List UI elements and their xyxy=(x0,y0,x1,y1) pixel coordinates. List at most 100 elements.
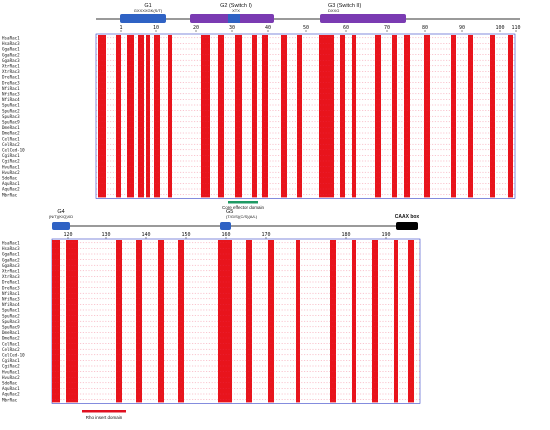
conserved-column xyxy=(218,240,232,403)
sequence-name: NfiRac4 xyxy=(2,97,20,102)
caax-label: CAAX box xyxy=(395,214,420,220)
rho-insert-bar xyxy=(82,410,126,413)
top-motif-track: G1 GXXXXGK(S/T) G2 (Switch I) XTX G3 (Sw… xyxy=(96,3,520,23)
sequence-name: HvuRac2 xyxy=(2,170,20,175)
sequence-name: CelRac1 xyxy=(2,341,20,346)
sequence-name: SdoRac xyxy=(2,175,18,180)
sequence-name: CgiRac2 xyxy=(2,364,20,369)
bottom-motif-track: G4 (N/T)(K/Q)XD G5 (T/G/S)(C/S)(A/L) CAA… xyxy=(49,209,420,230)
sequence-name: CelRac2 xyxy=(2,347,20,352)
g4-label: G4 xyxy=(57,209,64,215)
conserved-column xyxy=(451,35,456,198)
sequence-name: AquRac1 xyxy=(2,181,20,186)
sequence-name: HsaRac3 xyxy=(2,246,20,251)
sequence-name: HvuRac2 xyxy=(2,375,20,380)
sequence-name: NfiRac1 xyxy=(2,86,20,91)
sequence-name: CelCed-10 xyxy=(2,147,25,152)
sequence-name: SpuRac3 xyxy=(2,319,20,324)
sequence-name: CgiRac2 xyxy=(2,159,20,164)
sequence-name: DreRac3 xyxy=(2,285,20,290)
g2-label: G2 (Switch I) xyxy=(220,3,252,9)
position-number: 180 xyxy=(341,232,350,238)
sequence-name: CelRac2 xyxy=(2,142,20,147)
position-number: 170 xyxy=(261,232,270,238)
sequence-name: MbrRac xyxy=(2,192,18,197)
position-number: 20 xyxy=(193,25,199,31)
sequence-name: DmeRac2 xyxy=(2,131,20,136)
sequence-name: HsaRac1 xyxy=(2,35,20,40)
bottom-numbering: 120 130 140 150 160 170 180 190 xyxy=(63,232,391,239)
caax-box xyxy=(396,222,418,230)
conserved-column xyxy=(392,35,397,198)
position-number: 130 xyxy=(101,232,110,238)
sequence-name: GgaRac1 xyxy=(2,47,20,52)
g2-detail: XTX xyxy=(232,8,240,13)
position-number: 150 xyxy=(181,232,190,238)
sequence-name: SdoRac xyxy=(2,380,18,385)
position-number: 90 xyxy=(459,25,465,31)
sequence-name: XtrRac1 xyxy=(2,63,20,68)
position-number: 190 xyxy=(381,232,390,238)
sequence-name: SpuRac9 xyxy=(2,119,20,124)
sequence-name: DmeRac2 xyxy=(2,336,20,341)
top-numbering: 1 10 20 30 40 50 60 70 80 90 100 110 xyxy=(119,25,521,32)
position-number: 30 xyxy=(229,25,235,31)
core-effector-bar xyxy=(228,201,258,204)
sequence-name: NfiRac3 xyxy=(2,296,20,301)
conserved-column xyxy=(154,35,160,198)
sequence-name: GgaRac1 xyxy=(2,252,20,257)
top-sequence-names: HsaRac1HsaRac3GgaRac1GgaRac2GgaRac3XtrRa… xyxy=(2,35,25,197)
sequence-name: AquRac1 xyxy=(2,386,20,391)
rho-insert-label: Rho insert domain xyxy=(86,415,123,420)
conserved-column xyxy=(235,35,242,198)
sequence-name: HvuRac1 xyxy=(2,164,20,169)
sequence-name: CgiRac1 xyxy=(2,153,20,158)
g2-motif-box xyxy=(228,14,240,23)
switch2-motif-box xyxy=(320,14,406,23)
sequence-name: GgaRac2 xyxy=(2,52,20,57)
conserved-column xyxy=(158,240,164,403)
position-number: 40 xyxy=(265,25,271,31)
sequence-name: SpuRac3 xyxy=(2,114,20,119)
position-number: 70 xyxy=(384,25,390,31)
sequence-name: NfiRac1 xyxy=(2,291,20,296)
sequence-name: HsaRac3 xyxy=(2,41,20,46)
core-effector-label: Core effector domain xyxy=(222,205,264,210)
sequence-name: DmeRac1 xyxy=(2,125,20,130)
sequence-name: DreRac3 xyxy=(2,80,20,85)
sequence-name: GgaRac3 xyxy=(2,263,20,268)
conserved-column xyxy=(375,35,381,198)
g3-label: G3 (Switch II) xyxy=(328,3,361,9)
g5-motif-box xyxy=(220,222,231,230)
sequence-name: GgaRac3 xyxy=(2,58,20,63)
sequence-name: NfiRac4 xyxy=(2,302,20,307)
conserved-column xyxy=(146,35,150,198)
g1-motif-box xyxy=(120,14,166,23)
bottom-sequence-names: HsaRac1HsaRac3GgaRac1GgaRac2GgaRac3XtrRa… xyxy=(2,240,25,402)
conserved-column xyxy=(352,240,356,403)
position-number: 160 xyxy=(221,232,230,238)
sequence-name: DreRac1 xyxy=(2,280,20,285)
sequence-name: AquRac2 xyxy=(2,187,20,192)
conserved-column xyxy=(297,35,302,198)
g4-motif-box xyxy=(52,222,70,230)
sequence-name: GgaRac2 xyxy=(2,257,20,262)
conserved-column xyxy=(116,240,122,403)
conserved-column xyxy=(468,35,473,198)
position-number: 1 xyxy=(119,25,122,31)
sequence-name: XtrRac3 xyxy=(2,69,20,74)
conserved-column xyxy=(490,35,495,198)
position-number: 140 xyxy=(141,232,150,238)
sequence-name: SpuRac2 xyxy=(2,108,20,113)
g5-detail: (T/G/S)(C/S)(A/L) xyxy=(226,214,258,219)
sequence-name: AquRac2 xyxy=(2,392,20,397)
sequence-name: SpuRac2 xyxy=(2,313,20,318)
position-number: 80 xyxy=(422,25,428,31)
position-number: 10 xyxy=(153,25,159,31)
g3-detail: DXXG xyxy=(328,8,339,13)
conserved-column xyxy=(394,240,398,403)
g1-detail: GXXXXGK(S/T) xyxy=(134,8,163,13)
top-alignment-grid xyxy=(95,33,516,199)
sequence-name: CelCed-10 xyxy=(2,352,25,357)
